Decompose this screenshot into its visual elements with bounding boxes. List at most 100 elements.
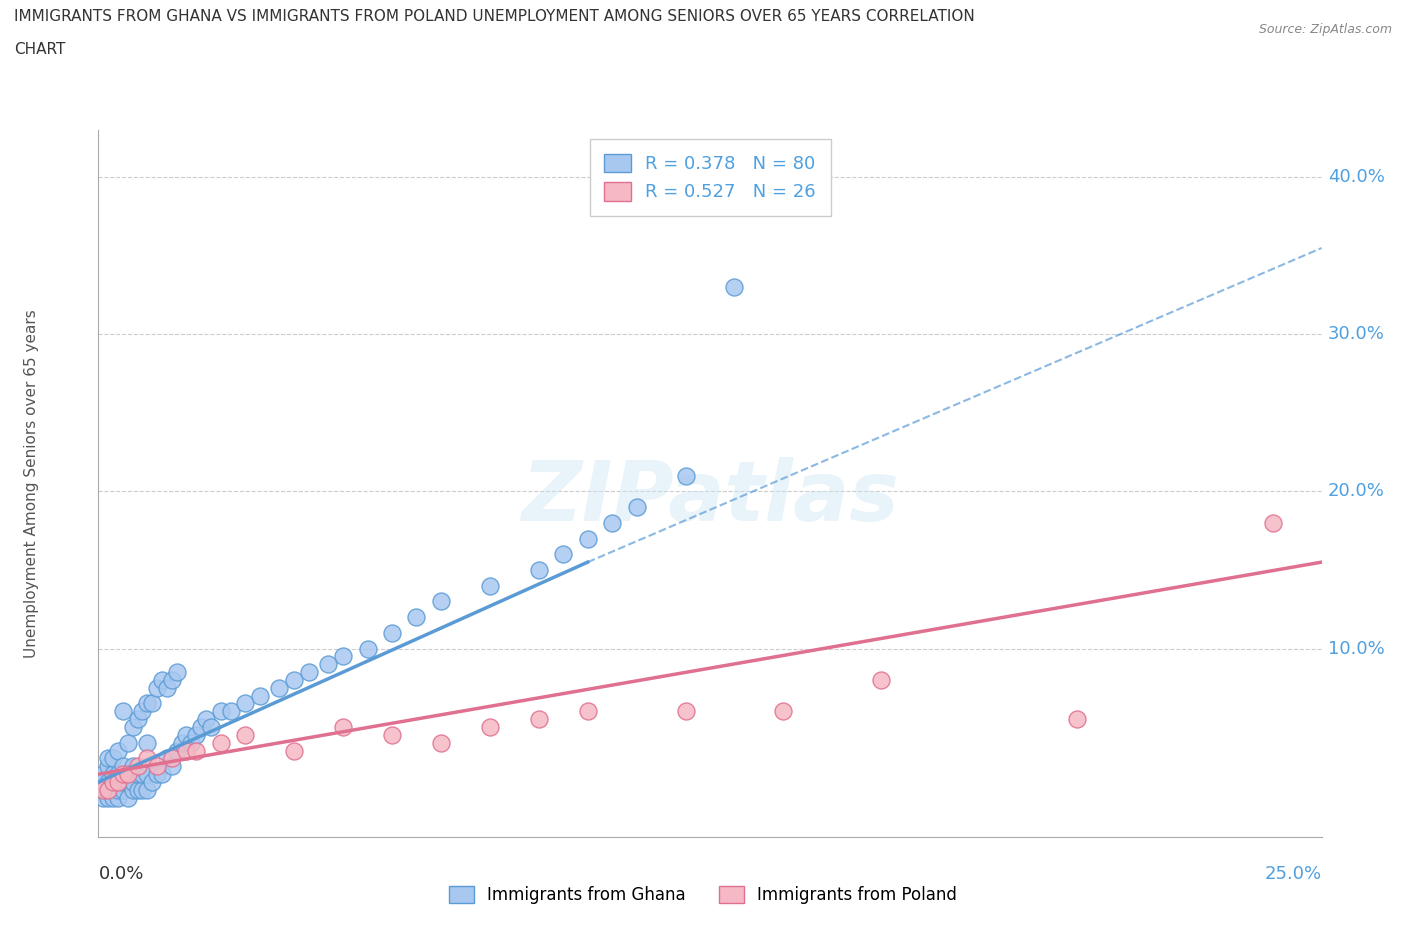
Point: [131, 766, 153, 781]
Point: [97, 751, 120, 766]
Point: [356, 641, 378, 656]
Point: [136, 782, 159, 797]
Point: [600, 515, 623, 530]
Point: [121, 782, 143, 797]
Point: [121, 759, 143, 774]
Point: [111, 782, 134, 797]
Point: [200, 720, 222, 735]
Point: [160, 672, 183, 687]
Point: [626, 499, 648, 514]
Point: [101, 790, 124, 805]
Point: [233, 696, 256, 711]
Point: [127, 766, 149, 781]
Point: [101, 766, 124, 781]
Text: 10.0%: 10.0%: [1327, 640, 1385, 658]
Point: [91, 766, 114, 781]
Point: [576, 704, 599, 719]
Point: [91, 790, 114, 805]
Point: [332, 720, 354, 735]
Point: [209, 704, 232, 719]
Point: [166, 665, 188, 680]
Point: [209, 736, 232, 751]
Text: 0.0%: 0.0%: [98, 865, 143, 884]
Point: [136, 736, 159, 751]
Point: [101, 751, 124, 766]
Point: [405, 610, 427, 625]
Point: [156, 751, 179, 766]
Legend: R = 0.378   N = 80, R = 0.527   N = 26: R = 0.378 N = 80, R = 0.527 N = 26: [589, 140, 831, 216]
Point: [332, 649, 354, 664]
Point: [91, 775, 114, 790]
Point: [97, 782, 120, 797]
Point: [97, 759, 120, 774]
Point: [269, 681, 291, 696]
Point: [117, 766, 139, 781]
Text: 30.0%: 30.0%: [1327, 326, 1385, 343]
Point: [141, 775, 163, 790]
Point: [136, 696, 159, 711]
Point: [186, 743, 208, 758]
Point: [381, 727, 404, 742]
Point: [249, 688, 271, 703]
Point: [121, 775, 143, 790]
Point: [527, 563, 550, 578]
Point: [772, 704, 794, 719]
Point: [160, 759, 183, 774]
Point: [111, 704, 134, 719]
Text: Source: ZipAtlas.com: Source: ZipAtlas.com: [1258, 23, 1392, 36]
Point: [156, 681, 179, 696]
Point: [97, 790, 120, 805]
Point: [675, 469, 697, 484]
Point: [723, 280, 745, 295]
Text: 20.0%: 20.0%: [1327, 483, 1385, 500]
Text: IMMIGRANTS FROM GHANA VS IMMIGRANTS FROM POLAND UNEMPLOYMENT AMONG SENIORS OVER : IMMIGRANTS FROM GHANA VS IMMIGRANTS FROM…: [14, 9, 974, 24]
Text: CHART: CHART: [14, 42, 66, 57]
Point: [176, 743, 198, 758]
Point: [219, 704, 242, 719]
Point: [101, 775, 124, 790]
Point: [131, 782, 153, 797]
Point: [91, 782, 114, 797]
Point: [527, 711, 550, 726]
Point: [675, 704, 697, 719]
Point: [127, 759, 149, 774]
Point: [190, 720, 212, 735]
Point: [180, 736, 202, 751]
Point: [1261, 515, 1284, 530]
Point: [233, 727, 256, 742]
Point: [136, 751, 159, 766]
Point: [136, 766, 159, 781]
Point: [127, 711, 149, 726]
Point: [186, 727, 208, 742]
Point: [870, 672, 893, 687]
Point: [478, 578, 501, 593]
Point: [478, 720, 501, 735]
Point: [97, 775, 120, 790]
Legend: Immigrants from Ghana, Immigrants from Poland: Immigrants from Ghana, Immigrants from P…: [440, 878, 966, 912]
Point: [283, 743, 305, 758]
Point: [117, 736, 139, 751]
Point: [107, 790, 129, 805]
Point: [107, 743, 129, 758]
Point: [430, 736, 453, 751]
Point: [298, 665, 321, 680]
Point: [170, 736, 193, 751]
Point: [141, 696, 163, 711]
Point: [553, 547, 575, 562]
Point: [146, 681, 169, 696]
Point: [107, 782, 129, 797]
Point: [1066, 711, 1088, 726]
Point: [107, 775, 129, 790]
Point: [195, 711, 218, 726]
Point: [166, 743, 188, 758]
Point: [97, 782, 120, 797]
Point: [117, 790, 139, 805]
Text: Unemployment Among Seniors over 65 years: Unemployment Among Seniors over 65 years: [24, 309, 38, 658]
Point: [318, 657, 340, 671]
Point: [576, 531, 599, 546]
Point: [131, 704, 153, 719]
Point: [91, 782, 114, 797]
Text: 40.0%: 40.0%: [1327, 168, 1385, 186]
Point: [111, 759, 134, 774]
Point: [146, 759, 169, 774]
